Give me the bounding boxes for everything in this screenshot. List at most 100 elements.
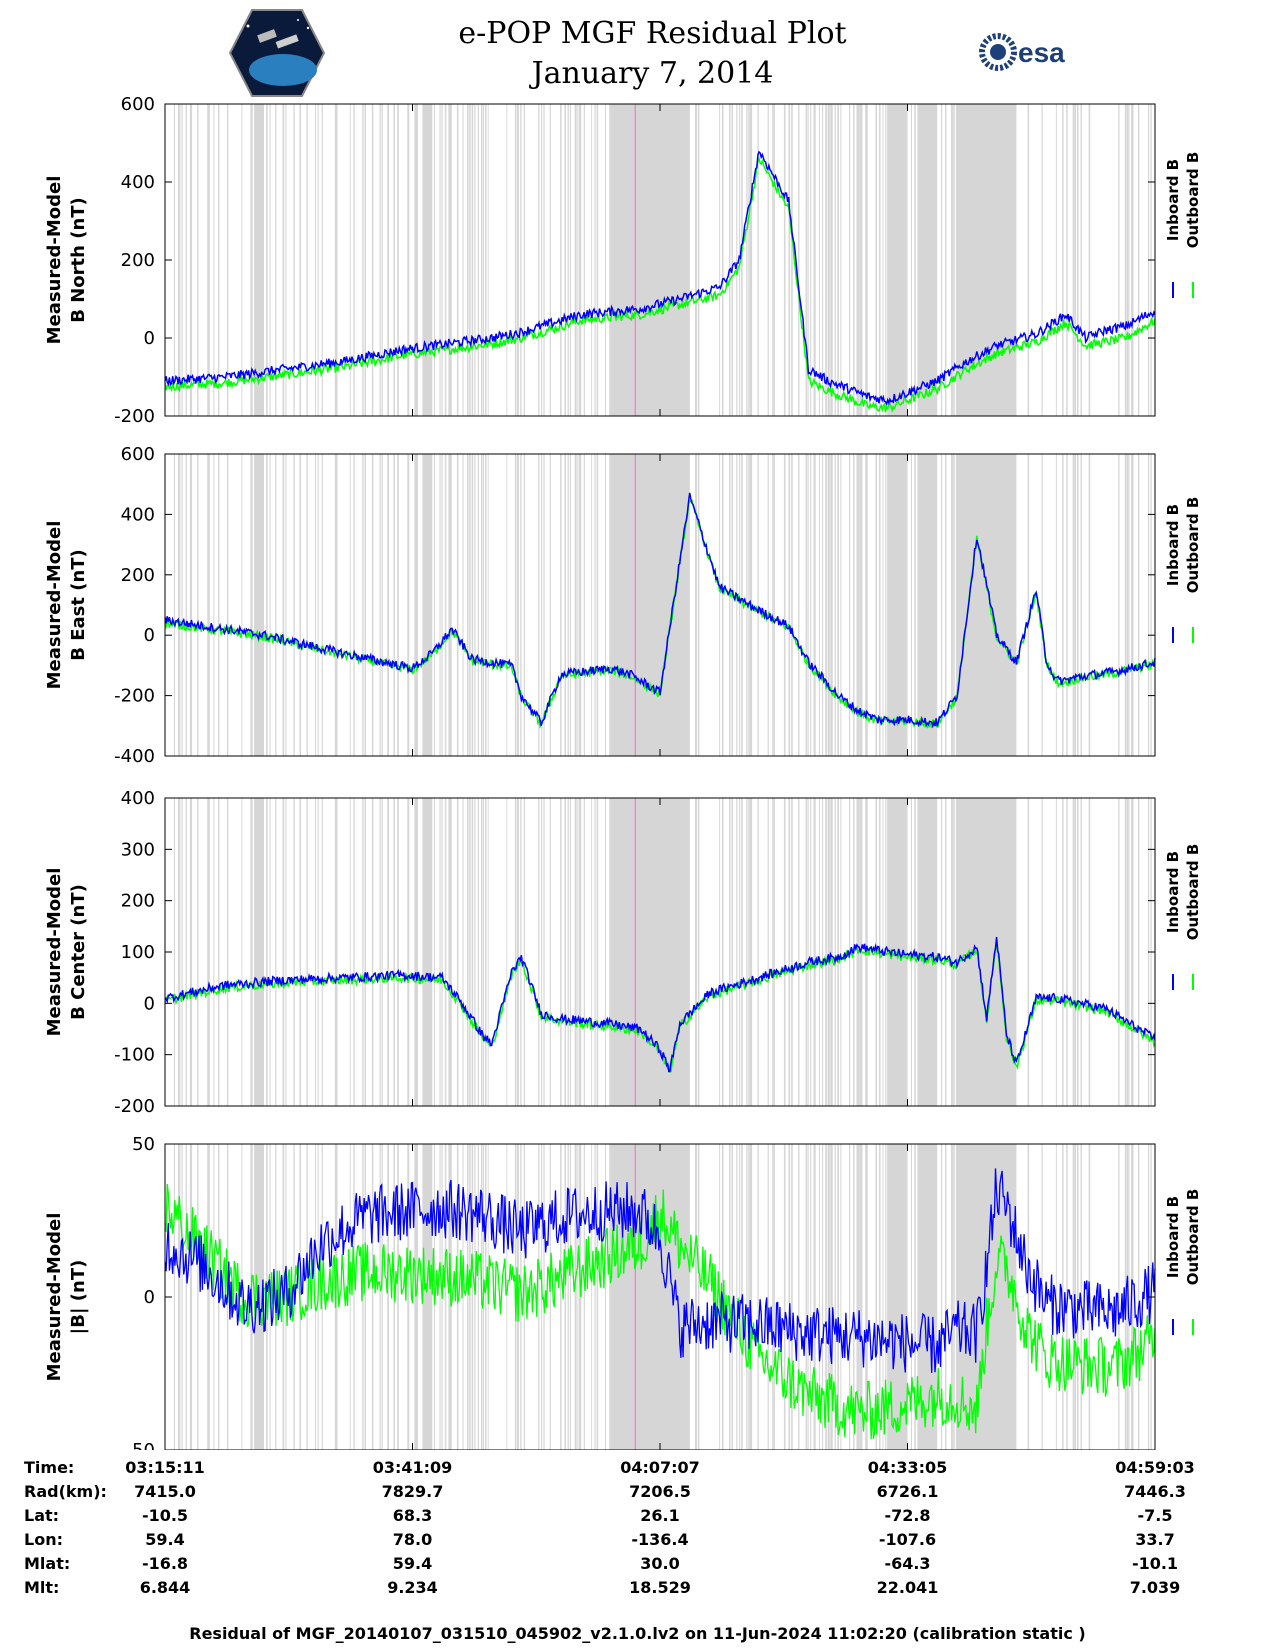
legend-label: Inboard B: [1164, 504, 1182, 586]
data-gap-stripe: [179, 454, 181, 756]
data-gap-stripe: [538, 104, 540, 416]
data-gap-stripe: [849, 1144, 851, 1450]
data-gap-stripe: [1128, 454, 1130, 756]
data-gap-stripe: [213, 454, 215, 756]
data-gap-stripe: [334, 104, 337, 416]
data-gap-stripe: [1118, 454, 1120, 756]
data-gap-stripe: [658, 798, 660, 1106]
data-gap-stripe: [349, 454, 351, 756]
info-row: Lat: -10.5 68.3 26.1 -72.8 -7.5: [0, 1506, 1275, 1528]
data-gap-stripe: [1027, 1144, 1030, 1450]
data-gap-stripe: [283, 454, 285, 756]
data-gap-stripe: [748, 104, 750, 416]
data-gap-stripe: [469, 798, 471, 1106]
data-gap-stripe: [695, 454, 696, 756]
data-gap-stripe: [416, 1144, 418, 1450]
data-gap-stripe: [932, 1144, 935, 1450]
data-gap-stripe: [830, 454, 832, 756]
data-gap-stripe: [469, 454, 471, 756]
data-gap-stripe: [371, 1144, 374, 1450]
data-gap-stripe: [834, 454, 836, 756]
data-gap-stripe: [746, 104, 748, 416]
y-tick-label: 600: [121, 94, 155, 115]
data-gap-stripe: [335, 1144, 338, 1450]
data-gap-stripe: [739, 1144, 741, 1450]
data-gap-stripe: [746, 1144, 748, 1450]
data-gap-stripe: [381, 1144, 383, 1450]
data-gap-stripe: [1131, 454, 1134, 756]
data-gap-stripe: [567, 104, 569, 416]
info-value: 04:07:07: [620, 1458, 700, 1477]
data-gap-stripe: [955, 798, 957, 1106]
data-gap-stripe: [1118, 1144, 1120, 1450]
data-gap-stripe: [695, 454, 697, 756]
y-tick-label: 400: [121, 172, 155, 193]
data-gap-stripe: [955, 454, 957, 756]
data-gap-stripe: [414, 454, 417, 756]
data-gap-stripe: [1066, 104, 1068, 416]
data-gap-stripe: [814, 1144, 816, 1450]
data-gap-stripe: [798, 1144, 800, 1450]
data-gap-stripe: [767, 1144, 769, 1450]
data-gap-stripe: [638, 1144, 640, 1450]
data-gap-stripe: [293, 104, 295, 416]
data-gap-stripe: [449, 104, 451, 416]
data-gap-stripe: [649, 798, 651, 1106]
data-gap-stripe: [962, 454, 964, 756]
data-gap-stripe: [444, 1144, 447, 1450]
data-gap-stripe: [1080, 454, 1082, 756]
data-gap-stripe: [407, 454, 409, 756]
data-gap-stripe: [741, 454, 743, 756]
data-gap-stripe: [449, 454, 451, 756]
data-gap-stripe: [719, 104, 721, 416]
data-gap-stripe: [594, 454, 596, 756]
data-gap-stripe: [953, 104, 955, 416]
data-gap-stripe: [922, 454, 924, 756]
data-gap-stripe: [469, 104, 471, 416]
data-gap-stripe: [837, 798, 839, 1106]
data-gap-stripe: [830, 1144, 832, 1450]
data-gap-stripe: [822, 1144, 824, 1450]
data-gap-stripe: [1041, 798, 1043, 1106]
data-gap-stripe: [1131, 798, 1134, 1106]
y-tick-label: 200: [121, 891, 155, 912]
data-gap-stripe: [456, 454, 459, 756]
data-gap-stripe: [772, 104, 774, 416]
data-gap-stripe: [828, 104, 830, 416]
data-gap-stripe: [441, 454, 443, 756]
data-gap-stripe: [1009, 798, 1012, 1106]
data-gap-stripe: [523, 1144, 525, 1450]
data-gap-stripe: [449, 798, 451, 1106]
data-gap-stripe: [825, 104, 827, 416]
data-gap-stripe: [853, 454, 855, 756]
data-gap-stripe: [321, 104, 323, 416]
data-gap-stripe: [922, 104, 924, 416]
data-gap-stripe: [834, 1144, 836, 1450]
data-gap-stripe: [788, 798, 791, 1106]
info-value: 7.039: [1129, 1578, 1181, 1597]
data-gap-stripe: [976, 104, 979, 416]
data-gap-stripe: [596, 1144, 599, 1450]
data-gap-stripe: [514, 798, 517, 1106]
data-gap-stripe: [966, 1144, 968, 1450]
data-gap-stripe: [564, 104, 567, 416]
legend-label: Outboard B: [1184, 844, 1202, 941]
data-gap-stripe: [462, 798, 464, 1106]
data-gap-stripe: [831, 1144, 833, 1450]
data-gap-stripe: [471, 454, 474, 756]
y-tick-label: 0: [144, 625, 155, 646]
data-gap-stripe: [487, 104, 489, 416]
data-gap-stripe: [474, 798, 476, 1106]
data-gap-stripe: [677, 1144, 680, 1450]
info-row-label: Lon:: [24, 1530, 63, 1549]
data-gap-stripe: [379, 798, 381, 1106]
data-gap-stripe: [371, 454, 374, 756]
data-gap-stripe: [549, 454, 551, 756]
data-gap-stripe: [227, 454, 229, 756]
series-inboard-line: [164, 150, 1156, 407]
data-gap-stripe: [719, 798, 721, 1106]
info-value: -107.6: [878, 1530, 937, 1549]
data-gap-stripe: [940, 454, 943, 756]
data-gap-stripe: [450, 454, 452, 756]
data-gap-stripe: [914, 798, 916, 1106]
